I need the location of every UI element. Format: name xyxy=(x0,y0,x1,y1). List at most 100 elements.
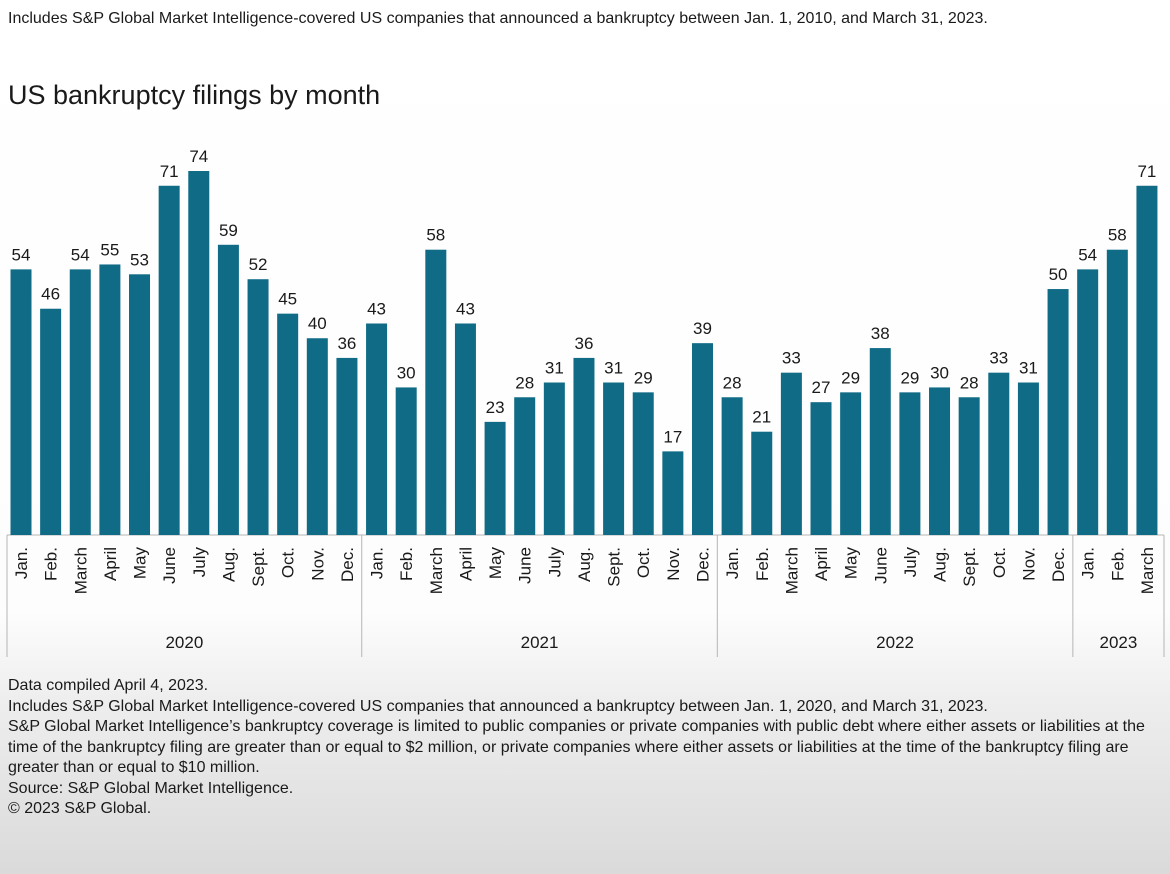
data-label: 38 xyxy=(871,324,890,343)
data-label: 28 xyxy=(723,373,742,392)
x-tick-label: May xyxy=(842,547,861,580)
x-tick-label: Oct. xyxy=(990,547,1009,578)
data-label: 36 xyxy=(575,334,594,353)
x-tick-label: Jan. xyxy=(723,547,742,579)
data-label: 28 xyxy=(960,373,979,392)
data-label: 58 xyxy=(1108,226,1127,245)
data-label: 54 xyxy=(71,245,90,264)
data-label: 55 xyxy=(100,240,119,259)
x-tick-label: July xyxy=(901,547,920,578)
bar-2022-Nov. xyxy=(1017,382,1039,535)
bar-2020-Dec. xyxy=(336,357,358,535)
bar-2021-Nov. xyxy=(662,451,684,535)
data-label: 23 xyxy=(486,398,505,417)
bar-2023-Jan. xyxy=(1077,269,1099,535)
x-tick-label: March xyxy=(71,547,90,594)
footer-line: S&P Global Market Intelligence’s bankrup… xyxy=(8,718,1145,776)
x-tick-label: May xyxy=(131,547,150,580)
bar-2020-Jan. xyxy=(10,269,32,535)
footer-line: Data compiled April 4, 2023. xyxy=(8,677,209,694)
year-label: 2022 xyxy=(876,633,914,652)
data-label: 33 xyxy=(989,349,1008,368)
bar-2023-Feb. xyxy=(1106,249,1128,535)
bar-2022-April xyxy=(810,402,832,535)
x-tick-label: June xyxy=(871,547,890,584)
x-tick-label: Oct. xyxy=(634,547,653,578)
data-label: 33 xyxy=(782,349,801,368)
bar-2020-Sept. xyxy=(247,279,269,535)
x-tick-label: Nov. xyxy=(664,547,683,581)
x-tick-label: Sept. xyxy=(249,547,268,587)
data-label: 29 xyxy=(900,368,919,387)
x-tick-label: March xyxy=(782,547,801,594)
x-tick-label: Oct. xyxy=(279,547,298,578)
data-label: 59 xyxy=(219,221,238,240)
x-tick-label: Feb. xyxy=(1108,547,1127,581)
x-tick-label: March xyxy=(1138,547,1157,594)
x-tick-label: Nov. xyxy=(1019,547,1038,581)
bar-2022-May xyxy=(840,392,862,535)
data-label: 43 xyxy=(456,299,475,318)
x-tick-label: April xyxy=(101,547,120,581)
x-tick-label: Dec. xyxy=(693,547,712,582)
year-label: 2020 xyxy=(165,633,203,652)
bar-2021-June xyxy=(514,397,536,535)
x-tick-label: July xyxy=(545,547,564,578)
bar-2021-July xyxy=(543,382,565,535)
data-label: 30 xyxy=(397,363,416,382)
data-label: 31 xyxy=(604,359,623,378)
data-label: 54 xyxy=(1078,245,1097,264)
bar-2022-Dec. xyxy=(1047,289,1069,535)
bar-2021-May xyxy=(484,421,506,535)
x-tick-label: May xyxy=(486,547,505,580)
bar-2022-Feb. xyxy=(751,431,773,535)
data-label: 29 xyxy=(634,368,653,387)
bar-2020-May xyxy=(129,274,151,535)
bar-2022-March xyxy=(780,372,802,535)
bar-2020-Nov. xyxy=(306,338,328,535)
data-label: 40 xyxy=(308,314,327,333)
bar-chart: 54 Jan. 46 Feb. 54 March 55 April 53 May 71 June 74 J… xyxy=(6,147,1165,657)
bar-2022-Sept. xyxy=(958,397,980,535)
data-label: 53 xyxy=(130,250,149,269)
bar-2021-Aug. xyxy=(573,357,595,535)
bar-2020-Feb. xyxy=(40,308,62,535)
x-tick-label: Feb. xyxy=(397,547,416,581)
x-tick-label: Sept. xyxy=(960,547,979,587)
bar-2021-Jan. xyxy=(366,323,388,535)
x-tick-label: June xyxy=(160,547,179,584)
x-tick-label: April xyxy=(812,547,831,581)
bar-2022-Oct. xyxy=(988,372,1010,535)
data-label: 71 xyxy=(1137,162,1156,181)
x-tick-label: Feb. xyxy=(42,547,61,581)
footer-line: Includes S&P Global Market Intelligence-… xyxy=(8,697,988,715)
data-label: 28 xyxy=(515,373,534,392)
x-tick-label: March xyxy=(427,547,446,594)
bar-2021-April xyxy=(454,323,476,535)
data-label: 52 xyxy=(249,255,268,274)
x-tick-label: Nov. xyxy=(308,547,327,581)
footer-notes: Data compiled April 4, 2023. Includes S&… xyxy=(8,676,1168,820)
bar-2020-March xyxy=(69,269,91,535)
bar-2021-Sept. xyxy=(603,382,625,535)
x-tick-label: June xyxy=(516,547,535,584)
bar-2021-Dec. xyxy=(691,343,713,535)
data-label: 31 xyxy=(1019,359,1038,378)
x-tick-label: Jan. xyxy=(368,547,387,579)
header-note: Includes S&P Global Market Intelligence-… xyxy=(8,10,988,27)
x-tick-label: Jan. xyxy=(12,547,31,579)
year-label: 2023 xyxy=(1100,633,1138,652)
data-label: 71 xyxy=(160,162,179,181)
bar-2022-July xyxy=(899,392,921,535)
bar-2020-April xyxy=(99,264,121,535)
bar-2023-March xyxy=(1136,185,1158,535)
x-tick-label: Sept. xyxy=(605,547,624,587)
footer-line: Source: S&P Global Market Intelligence. xyxy=(8,779,294,797)
x-tick-label: Feb. xyxy=(753,547,772,581)
x-tick-label: Aug. xyxy=(575,547,594,582)
data-label: 46 xyxy=(41,285,60,304)
data-label: 27 xyxy=(812,378,831,397)
x-tick-label: Dec. xyxy=(1049,547,1068,582)
data-label: 17 xyxy=(663,427,682,446)
bar-2021-March xyxy=(425,249,447,535)
